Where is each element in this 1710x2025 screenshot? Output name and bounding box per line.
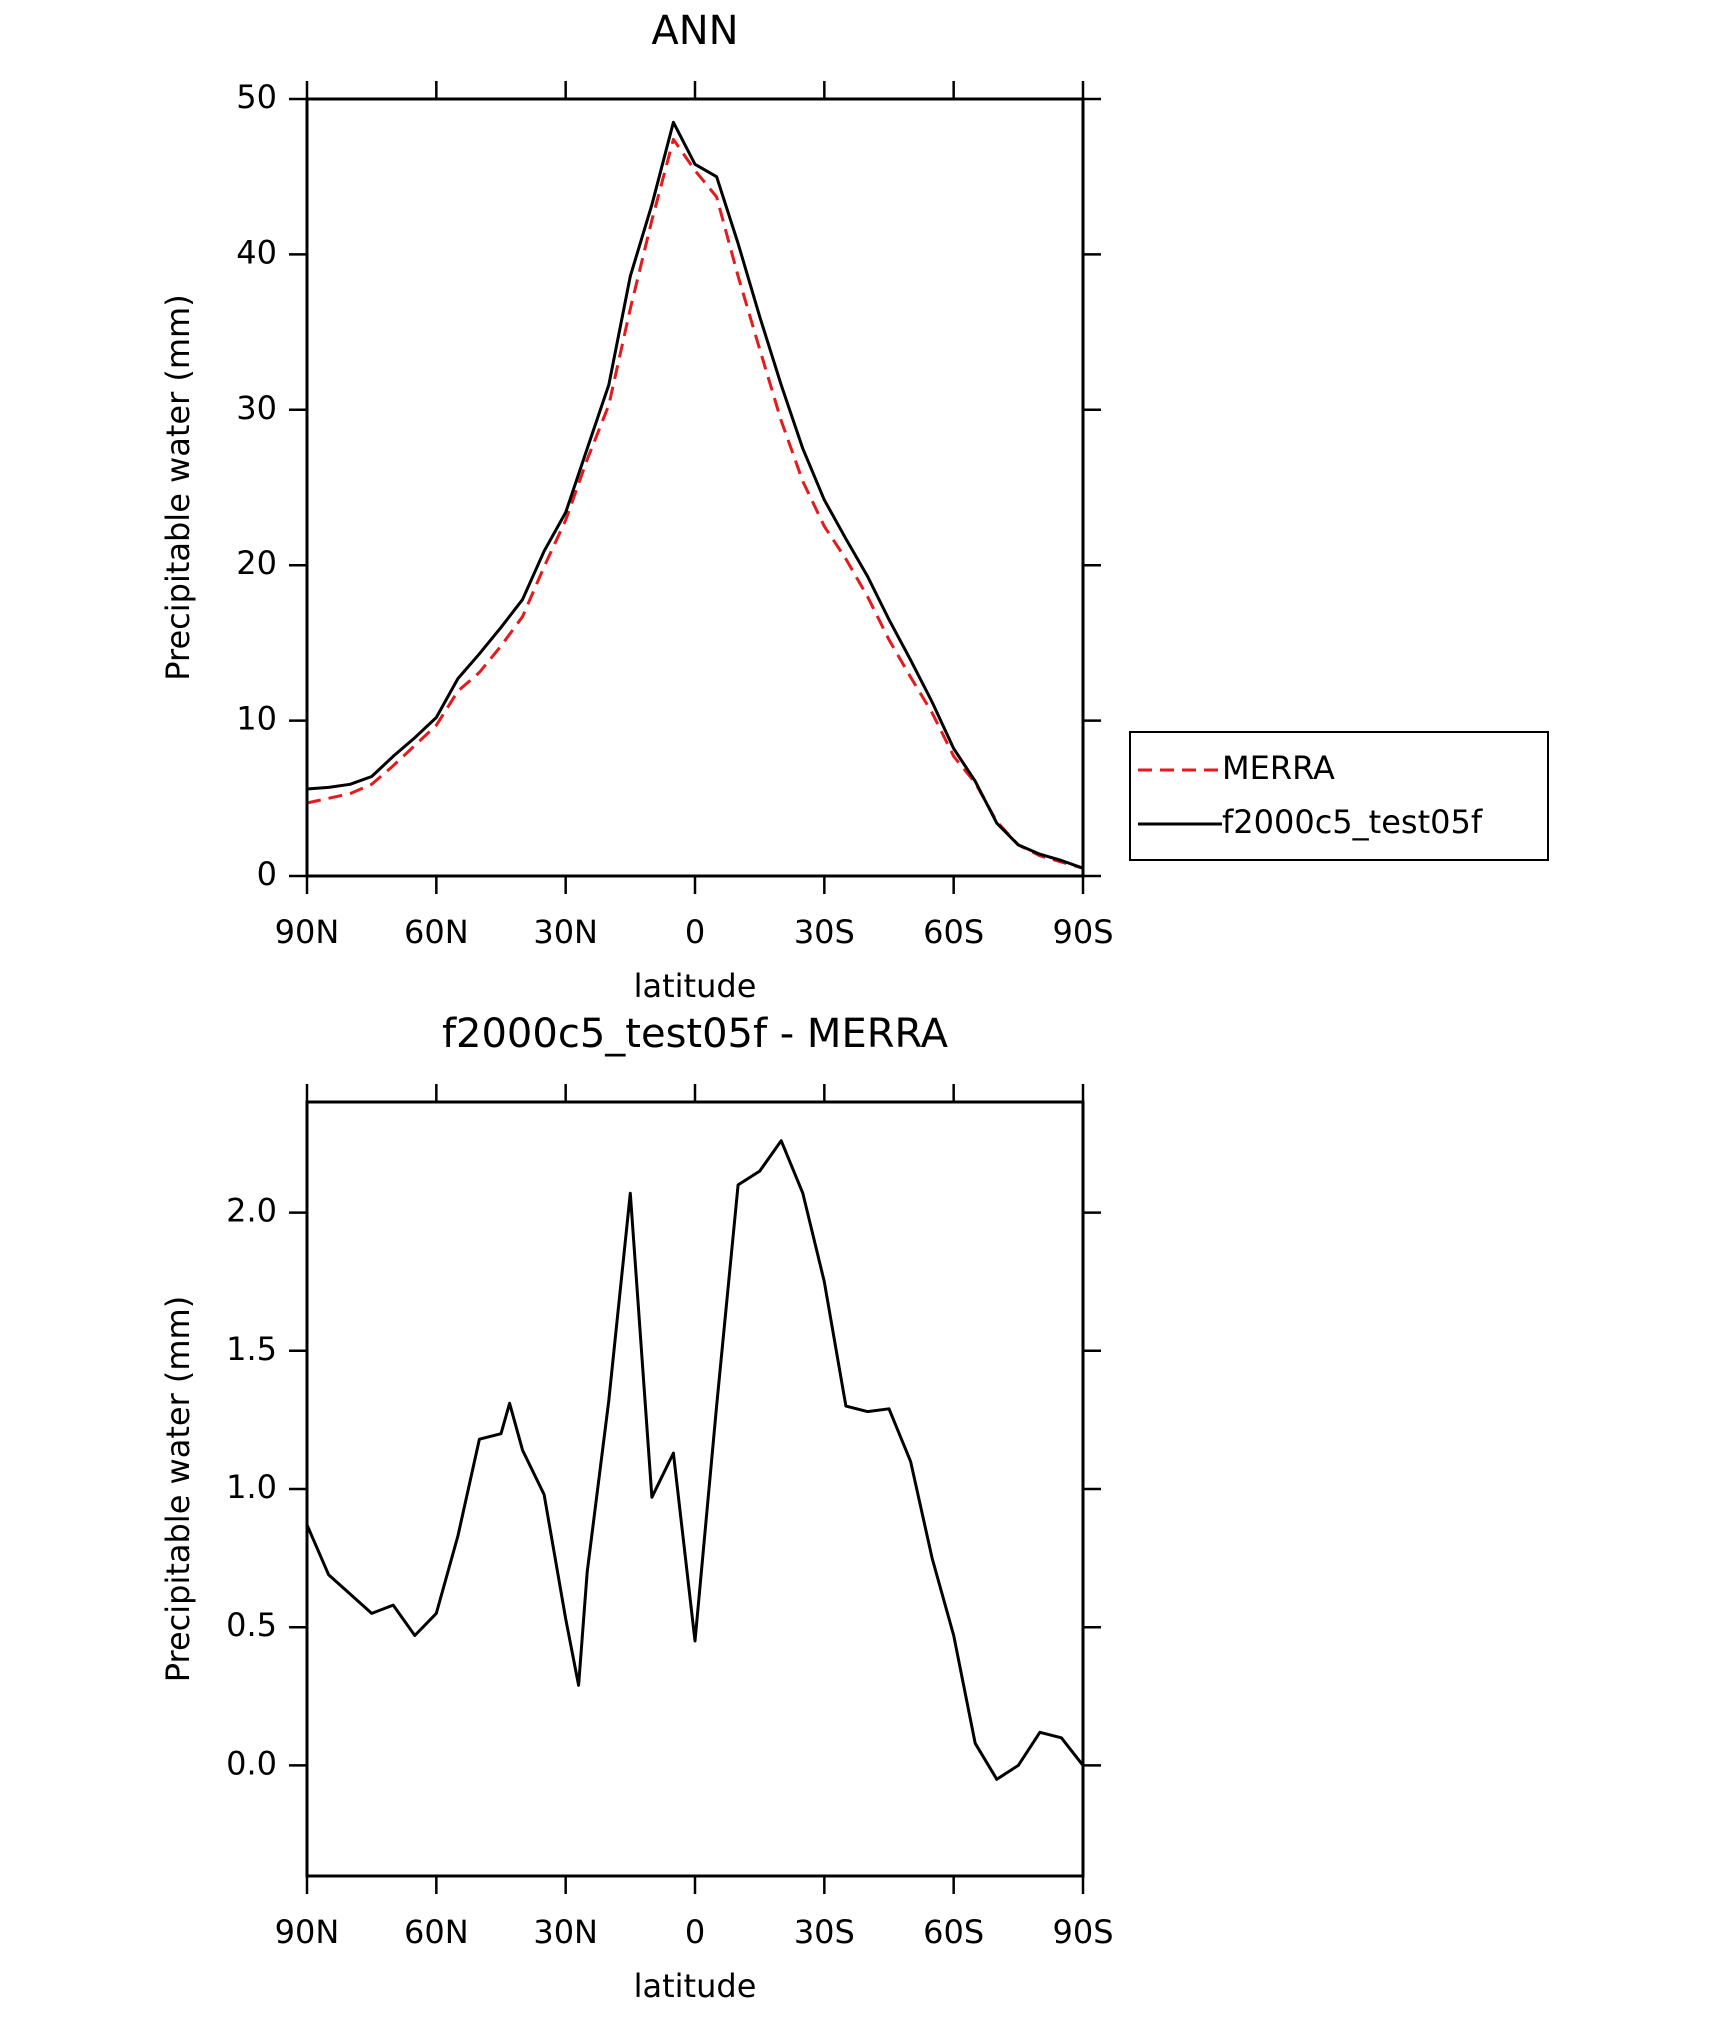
x-tick-label: 90N xyxy=(275,913,340,951)
x-tick-label: 60N xyxy=(404,913,469,951)
x-tick-label: 0 xyxy=(685,1913,705,1951)
data-line xyxy=(305,1139,1085,1781)
legend-label: MERRA xyxy=(1222,749,1335,787)
y-axis-label: Precipitable water (mm) xyxy=(159,294,197,680)
y-tick-label: 20 xyxy=(236,544,277,582)
y-tick-label: 10 xyxy=(236,700,277,738)
legend-label: f2000c5_test05f xyxy=(1222,803,1483,841)
y-axis-label: Precipitable water (mm) xyxy=(159,1296,197,1682)
x-tick-label: 30S xyxy=(794,913,855,951)
plot-frame xyxy=(305,1100,1085,1878)
x-tick-label: 90S xyxy=(1052,1913,1113,1951)
y-tick-label: 1.0 xyxy=(226,1468,277,1506)
plot-frame xyxy=(305,97,1085,878)
y-tick-label: 0.0 xyxy=(226,1744,277,1782)
x-tick-label: 30S xyxy=(794,1913,855,1951)
chart-title: ANN xyxy=(651,8,738,54)
y-tick-label: 2.0 xyxy=(226,1192,277,1230)
chart-title: f2000c5_test05f - MERRA xyxy=(442,1011,949,1057)
x-tick-label: 90N xyxy=(275,1913,340,1951)
y-tick-label: 0.5 xyxy=(226,1606,277,1644)
x-axis-label: latitude xyxy=(634,967,757,1005)
y-tick-label: 30 xyxy=(236,389,277,427)
legend-box xyxy=(1129,731,1549,861)
x-tick-label: 60S xyxy=(923,1913,984,1951)
data-line xyxy=(306,137,1084,870)
y-tick-label: 40 xyxy=(236,233,277,271)
x-tick-label: 30N xyxy=(533,913,598,951)
x-tick-label: 30N xyxy=(533,1913,598,1951)
x-tick-label: 60N xyxy=(404,1913,469,1951)
x-tick-label: 0 xyxy=(685,913,705,951)
x-tick-label: 90S xyxy=(1052,913,1113,951)
y-tick-label: 1.5 xyxy=(226,1330,277,1368)
y-tick-label: 50 xyxy=(236,78,277,116)
x-tick-label: 60S xyxy=(923,913,984,951)
y-tick-label: 0 xyxy=(257,855,277,893)
data-line xyxy=(306,120,1084,870)
x-axis-label: latitude xyxy=(634,1967,757,2005)
